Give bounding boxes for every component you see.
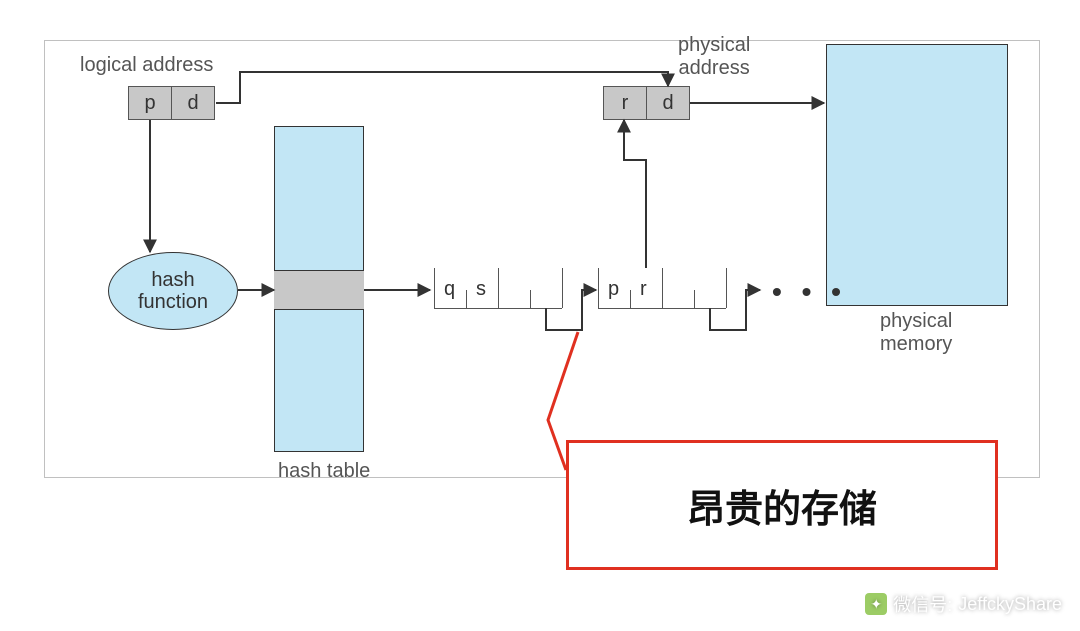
watermark-id: JeffckyShare — [958, 594, 1062, 615]
wechat-icon: ✦ — [865, 593, 887, 615]
diagram-canvas: logical address p d physical address r d… — [0, 0, 1080, 631]
callout-box: 昂贵的存储 — [566, 440, 998, 570]
watermark: ✦ 微信号: JeffckyShare — [865, 591, 1062, 617]
watermark-prefix: 微信号: — [893, 591, 952, 617]
